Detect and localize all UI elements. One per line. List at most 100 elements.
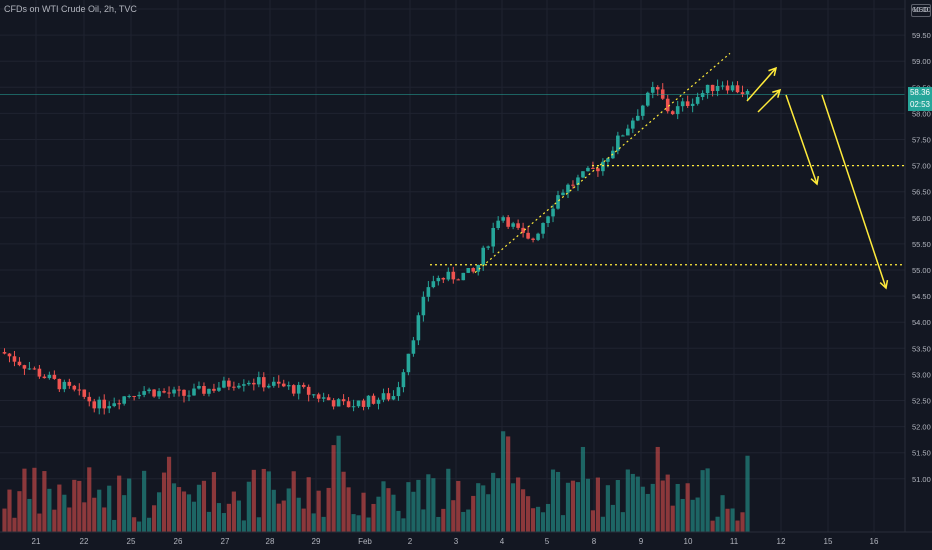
volume-bar xyxy=(251,469,256,532)
candle-body xyxy=(481,247,486,265)
volume-bar xyxy=(241,520,246,532)
volume-bar xyxy=(540,512,546,532)
volume-bar xyxy=(685,483,690,532)
volume-bar xyxy=(246,481,251,532)
volume-bar xyxy=(670,505,675,532)
volume-bar xyxy=(456,480,461,532)
candle-body xyxy=(87,396,92,402)
candle-body xyxy=(306,386,311,395)
candle-body xyxy=(316,394,321,399)
candle-body xyxy=(730,85,735,91)
candle-body xyxy=(52,374,57,379)
candle-body xyxy=(237,385,241,388)
candle-body xyxy=(531,238,535,240)
candle-body xyxy=(710,84,715,92)
candle-body xyxy=(536,233,540,240)
grid-lines xyxy=(0,0,905,532)
candle-body xyxy=(2,352,7,354)
volume-bar xyxy=(151,505,157,532)
volume-bar xyxy=(376,496,381,532)
candle-body xyxy=(606,158,610,162)
volume-bar xyxy=(665,474,670,532)
candle-body xyxy=(690,103,695,106)
candle-body xyxy=(521,227,525,233)
volume-bar xyxy=(441,508,446,532)
volume-bar xyxy=(231,491,236,532)
volume-bar xyxy=(7,489,12,532)
volume-bar xyxy=(585,478,591,532)
candle-body xyxy=(157,391,161,397)
candle-body xyxy=(576,177,580,185)
candle-body xyxy=(57,378,62,390)
volume-bar xyxy=(446,468,451,532)
volume-bar xyxy=(655,446,660,532)
candle-body xyxy=(426,287,431,297)
candle-body xyxy=(680,101,685,107)
candle-body xyxy=(511,223,515,227)
volume-bar xyxy=(635,476,640,532)
candle-body xyxy=(670,111,675,115)
currency-label[interactable]: USD xyxy=(911,4,931,17)
x-tick-label: 8 xyxy=(592,537,597,546)
candle-body xyxy=(311,394,316,396)
candle-body xyxy=(601,161,605,172)
volume-bar xyxy=(521,489,526,532)
arrow-shaft xyxy=(821,94,887,289)
x-tick-label: 3 xyxy=(454,537,459,546)
volume-bar xyxy=(87,467,92,532)
candle-body xyxy=(471,268,476,272)
time-axis[interactable]: 21 22 25 26 27 28 29 Feb 2 3 4 5 8 9 10 11 12 15 16 xyxy=(0,531,932,546)
drawing-layer[interactable] xyxy=(0,52,905,290)
volume-bar xyxy=(27,498,32,532)
candle-body xyxy=(326,397,331,401)
x-tick-label: 26 xyxy=(174,537,183,546)
candle-body xyxy=(571,184,575,186)
candle-body xyxy=(7,353,12,357)
y-tick-label: 56.00 xyxy=(912,214,931,223)
volume-bar xyxy=(47,488,52,532)
candle-body xyxy=(212,388,216,391)
x-tick-label: 10 xyxy=(684,537,693,546)
candle-body xyxy=(416,315,421,341)
volume-bar xyxy=(97,489,102,532)
volume-bar xyxy=(620,512,625,532)
volume-bar xyxy=(147,517,152,532)
y-tick-label: 53.50 xyxy=(912,344,931,353)
arrow-head xyxy=(810,175,820,186)
candle-body xyxy=(222,380,226,388)
candle-body xyxy=(501,217,505,221)
volume-bar xyxy=(725,508,730,532)
candle-body xyxy=(276,381,281,384)
volume-bar xyxy=(321,516,326,532)
x-tick-label: 29 xyxy=(312,537,321,546)
candle-body xyxy=(541,223,545,234)
volume-bar xyxy=(117,475,122,532)
candle-body xyxy=(381,393,386,400)
volume-bar xyxy=(401,518,406,532)
candle-body xyxy=(466,268,471,273)
volume-bar xyxy=(730,508,735,532)
y-tick-label: 60.00 xyxy=(912,5,931,14)
volume-bar xyxy=(705,468,710,532)
candle-body xyxy=(715,85,720,92)
volume-bar xyxy=(461,511,466,532)
volume-bar xyxy=(555,471,561,532)
x-tick-label: 16 xyxy=(870,537,879,546)
volume-bar xyxy=(206,511,212,532)
candle-body xyxy=(62,381,67,390)
candle-body xyxy=(132,395,136,397)
candle-body xyxy=(301,384,306,387)
candle-body xyxy=(257,377,261,385)
candle-body xyxy=(321,397,326,399)
candle-body xyxy=(82,389,87,397)
volume-bar xyxy=(595,477,601,532)
projection-arrow-down-2 xyxy=(821,94,889,290)
candle-body xyxy=(102,399,107,409)
volume-bar xyxy=(675,483,680,532)
candle-body xyxy=(72,385,77,390)
candle-body xyxy=(341,399,346,402)
volume-bar xyxy=(426,474,431,532)
x-tick-label: 22 xyxy=(80,537,89,546)
